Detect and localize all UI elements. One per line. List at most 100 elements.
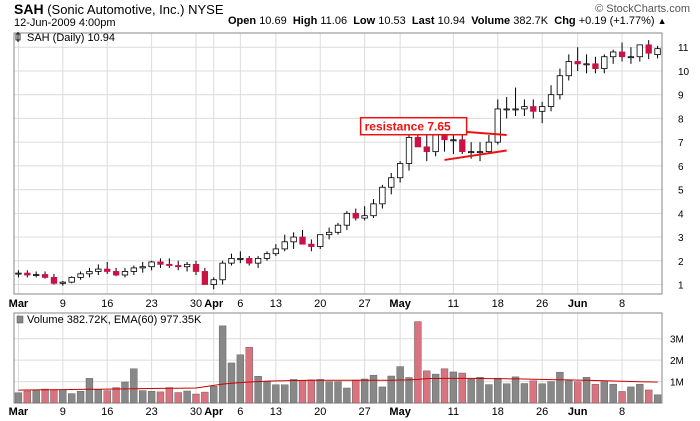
- candle-body: [361, 215, 368, 219]
- chg-label: Chg: [554, 15, 576, 27]
- pennant-trendline: [444, 149, 507, 161]
- volume-bar: [653, 394, 662, 404]
- volume-bar: [94, 389, 102, 404]
- volume-bar: [600, 381, 608, 404]
- volume-bar: [467, 378, 475, 404]
- volume-x-tick-label: Jun: [568, 406, 588, 418]
- volume-x-tick-label: 23: [145, 406, 157, 418]
- volume-x-tick-label: 27: [359, 406, 371, 418]
- volume-bar: [618, 391, 626, 404]
- volume-bar: [121, 381, 129, 404]
- volume-bar: [440, 368, 449, 404]
- volume-bar: [156, 391, 165, 404]
- ema-line: [18, 377, 658, 391]
- candle-body: [59, 281, 66, 284]
- volume-bar: [378, 386, 387, 404]
- volume-bar: [41, 388, 49, 404]
- candle-body: [104, 268, 111, 272]
- price-x-axis: Mar 9 16 23 30 Apr 6 13 20 27 May 11 18 26 Jun 8: [9, 298, 625, 310]
- price-y-tick-label: 9: [678, 91, 684, 102]
- candle-body: [33, 274, 40, 276]
- volume-bar: [352, 379, 360, 404]
- volume-x-tick-label: 16: [101, 406, 113, 418]
- candle-body: [263, 253, 271, 259]
- price-y-tick-label: 3: [678, 233, 684, 244]
- resistance-annotation: resistance 7.65: [359, 116, 468, 136]
- price-y-tick-label: 1: [678, 281, 684, 292]
- volume-bar: [236, 354, 245, 404]
- volume-bar: [387, 375, 395, 404]
- candle-body: [583, 63, 590, 66]
- candle-body: [423, 146, 430, 153]
- volume-bar: [458, 372, 466, 404]
- volume-bar: [254, 376, 262, 404]
- candle-body: [121, 271, 129, 276]
- volume-x-tick-label: 30: [190, 406, 202, 418]
- high-label: High: [292, 15, 318, 27]
- volume-bar: [316, 379, 324, 404]
- volume-bar: [289, 379, 298, 404]
- candle-body: [556, 75, 564, 96]
- price-x-tick-label: 27: [359, 298, 371, 310]
- candle-body: [592, 63, 599, 69]
- volume-x-tick-label: 26: [536, 406, 548, 418]
- volume-bar: [423, 370, 431, 404]
- candle-body: [636, 44, 643, 58]
- price-x-tick-label: 23: [145, 298, 157, 310]
- candle-body: [175, 265, 182, 268]
- candle-body: [352, 212, 359, 219]
- candle-body: [618, 51, 626, 58]
- volume-bar: [627, 386, 635, 404]
- volume-x-tick-label: 11: [448, 406, 459, 418]
- candle-body: [183, 263, 191, 268]
- volume-bar: [449, 371, 458, 404]
- price-y-axis: 1 2 3 4 5 6 7 8 9 10 11: [678, 43, 690, 291]
- price-panel-frame: [13, 32, 663, 295]
- candle-body: [290, 236, 297, 243]
- candle-body: [565, 61, 572, 77]
- candle-body: [521, 106, 528, 110]
- exchange: NYSE: [188, 2, 224, 17]
- volume-bar: [14, 392, 23, 404]
- volume-bar: [272, 384, 280, 404]
- candle-body: [574, 61, 581, 65]
- candle-body: [95, 268, 102, 272]
- quote-datetime: 12-Jun-2009 4:00pm: [14, 17, 116, 29]
- candle-body: [627, 56, 635, 59]
- price-x-tick-label: 26: [536, 298, 548, 310]
- volume-bar: [405, 377, 413, 404]
- volume-x-tick-label: 20: [314, 406, 326, 418]
- quote-bar: Open 10.69 High 11.06 Low 10.53 Last 10.…: [228, 15, 667, 27]
- candle-body: [547, 94, 555, 107]
- candle-body: [476, 151, 484, 154]
- candle-body: [432, 134, 439, 153]
- candle-body: [246, 258, 253, 264]
- price-x-tick-label: Mar: [9, 298, 29, 310]
- watermark: © StockCharts.com: [595, 3, 690, 15]
- candle-body: [50, 276, 58, 284]
- volume-bar: [636, 383, 644, 404]
- candle-body: [24, 272, 31, 276]
- candle-body: [414, 136, 422, 148]
- volume-bar: [307, 379, 316, 404]
- candle-body: [530, 106, 537, 112]
- volume-x-tick-label: Mar: [9, 406, 29, 418]
- price-x-tick-label: Jun: [568, 298, 588, 310]
- candle-body: [166, 263, 173, 266]
- volume-bar: [565, 380, 573, 404]
- volume-bar: [298, 380, 307, 404]
- candle-body: [512, 108, 519, 111]
- candle-body: [317, 234, 324, 247]
- price-y-tick-label: 5: [678, 186, 684, 197]
- volume-bar: [520, 383, 529, 404]
- volume-label: Volume: [471, 15, 511, 27]
- volume-bar: [511, 376, 520, 404]
- volume-bar: [68, 393, 76, 404]
- volume-bar: [130, 368, 138, 404]
- candle-body: [450, 139, 457, 142]
- volume-bar: [538, 383, 546, 404]
- price-x-tick-label: Apr: [204, 298, 224, 310]
- open-value: 10.69: [259, 15, 287, 27]
- chg-value: +0.19 (+1.77%): [578, 15, 655, 27]
